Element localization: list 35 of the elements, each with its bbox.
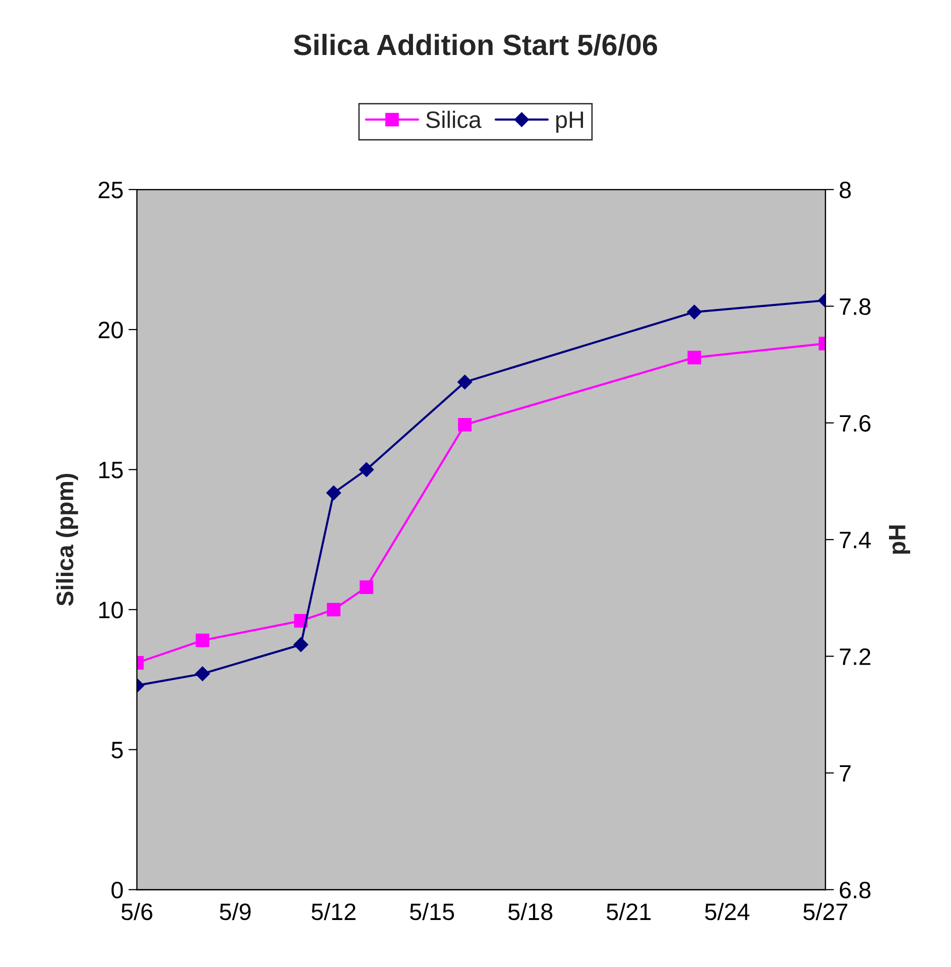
point (196, 634, 210, 648)
y2-tick-label: 6.8 (840, 882, 870, 898)
y2-tick-label: 7.8 (840, 298, 870, 316)
y2-tick-label: 7 (840, 765, 851, 782)
y-tick-label: 10 (99, 602, 123, 618)
chart-title: Silica Addition Start 5/6/06 (294, 34, 658, 56)
legend-label: Silica (426, 110, 482, 128)
point (195, 666, 210, 682)
x-tick-label: 5/24 (705, 902, 750, 920)
x-tick-label: 5/15 (410, 902, 454, 920)
y2-tick-label: 7.4 (840, 532, 871, 548)
y-tick-label: 20 (98, 322, 123, 338)
y-tick-label: 15 (99, 462, 123, 478)
x-tick-label: 5/12 (312, 902, 356, 920)
point (457, 374, 472, 390)
point (326, 486, 342, 500)
point (359, 462, 374, 477)
x-tick-label: 5/27 (803, 902, 848, 920)
y2-axis-title: pH (889, 525, 910, 554)
point (293, 637, 308, 652)
point (360, 580, 374, 594)
y2-tick-label: 8 (840, 182, 851, 198)
y-axis-title: Silica (ppm) (56, 474, 78, 606)
x-tick-label: 5/9 (220, 902, 251, 920)
y-tick-label: 5 (112, 742, 123, 758)
y2-tick-label: 7.6 (840, 414, 870, 432)
y2-tick-label: 7.2 (840, 648, 870, 665)
x-tick-label: 5/18 (508, 902, 552, 920)
x-tick-label: 5/6 (121, 902, 152, 920)
point (326, 602, 340, 616)
x-tick-label: 5/21 (606, 902, 651, 920)
y-tick-label: 0 (112, 882, 123, 898)
y-tick-label: 25 (98, 182, 123, 198)
legend-label: pH (556, 112, 583, 133)
point (458, 418, 472, 432)
